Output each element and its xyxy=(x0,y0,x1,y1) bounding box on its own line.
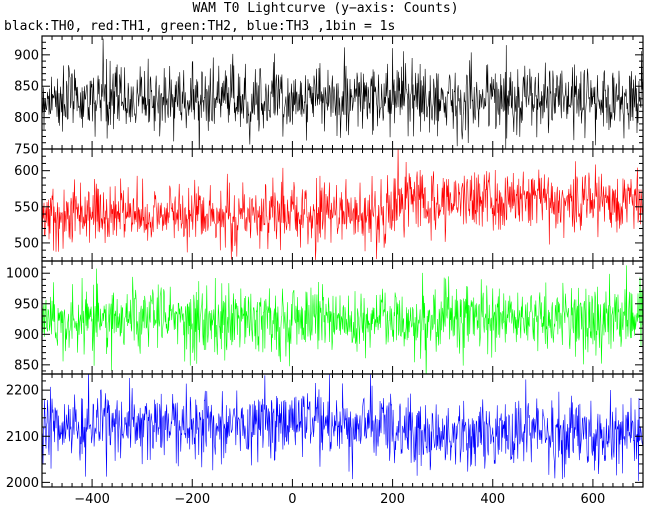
series-line-th3 xyxy=(42,374,643,481)
y-tick-label: 900 xyxy=(14,48,39,63)
y-tick-label: 1000 xyxy=(6,267,39,282)
y-tick-label: 2100 xyxy=(6,430,39,445)
y-tick-label: 2200 xyxy=(6,384,39,399)
y-tick-label: 850 xyxy=(14,358,39,373)
y-tick-label: 500 xyxy=(14,236,39,251)
x-tick-label: 400 xyxy=(480,492,505,505)
y-tick-label: 2000 xyxy=(6,476,39,491)
series-line-th1 xyxy=(42,149,643,261)
panel-th0: 750 800 850 900 xyxy=(14,35,644,158)
x-tick-label: −400 xyxy=(74,492,110,505)
panel-th2: 850 900 950 1000 xyxy=(6,260,644,375)
x-tick-label: −200 xyxy=(174,492,210,505)
y-tick-label: 950 xyxy=(14,297,39,312)
y-tick-label: 750 xyxy=(14,143,39,158)
y-tick-label: 800 xyxy=(14,111,39,126)
y-tick-label: 900 xyxy=(14,328,39,343)
chart-subtitle: black:TH0, red:TH1, green:TH2, blue:TH3 … xyxy=(4,19,396,34)
series-line-th0 xyxy=(42,38,643,149)
y-tick-label: 850 xyxy=(14,80,39,95)
x-tick-label: 600 xyxy=(581,492,606,505)
panel-th3: 2000 2100 2200 xyxy=(6,373,644,491)
y-tick-label: 600 xyxy=(14,164,39,179)
x-tick-label: 200 xyxy=(380,492,405,505)
panel-th1: 500 550 600 xyxy=(14,148,644,262)
chart-title: WAM T0 Lightcurve (y−axis: Counts) xyxy=(192,1,459,16)
y-tick-label: 550 xyxy=(14,200,39,215)
series-line-th2 xyxy=(42,265,643,374)
x-tick-label: 0 xyxy=(288,492,296,505)
